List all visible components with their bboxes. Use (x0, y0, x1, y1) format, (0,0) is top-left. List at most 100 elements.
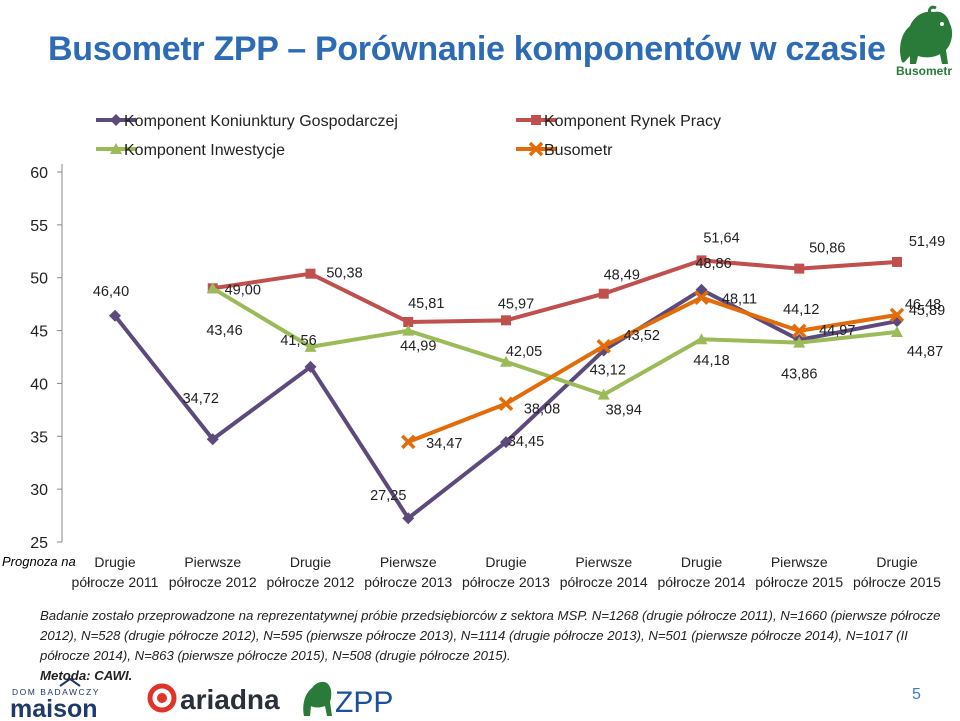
y-tick-label: 45 (30, 324, 48, 341)
data-label: 44,87 (907, 344, 943, 360)
data-label: 46,48 (905, 297, 941, 313)
series-2 (206, 282, 903, 400)
data-label: 48,11 (722, 292, 757, 308)
data-point (792, 323, 807, 339)
note-text: Badanie zostało przeprowadzone na reprez… (40, 608, 941, 663)
x-tick-label: półrocze 2013 (462, 574, 550, 590)
data-label: 44,18 (693, 353, 729, 369)
x-tick-label: Pierwsze (184, 554, 241, 570)
x-tick-label: półrocze 2014 (560, 574, 648, 590)
footer-logos: DOM BADAWCZY maison ariadna ZPP (10, 677, 393, 721)
x-tick-label: Drugie (94, 554, 135, 570)
data-label: 51,64 (703, 230, 739, 246)
data-label: 49,00 (225, 282, 261, 298)
data-point (402, 324, 415, 336)
y-tick-label: 50 (30, 271, 48, 288)
data-point (596, 338, 611, 354)
data-label: 38,08 (524, 402, 560, 418)
y-tick-label: 25 (30, 535, 48, 552)
data-label: 43,52 (624, 328, 660, 344)
data-label: 45,97 (498, 296, 534, 312)
line-chart: Komponent Koniunktury Gospodarczej Kompon… (2, 113, 945, 590)
data-label: 44,12 (783, 302, 819, 318)
data-point (402, 512, 415, 525)
legend-label: Komponent Rynek Pracy (544, 113, 721, 130)
data-label: 48,49 (604, 268, 640, 284)
ariadna-logo: ariadna (147, 683, 280, 715)
x-tick-label: półrocze 2012 (169, 574, 257, 590)
data-label: 50,86 (809, 241, 845, 257)
data-label: 43,12 (590, 362, 626, 378)
data-point (500, 355, 512, 367)
data-point (793, 336, 806, 348)
data-point (598, 288, 609, 299)
note-method: Metoda: CAWI. (40, 668, 133, 683)
data-label: 38,94 (606, 403, 642, 419)
busometr-logo-text: Busometr (895, 64, 952, 78)
page-title: Busometr ZPP – Porównanie komponentów w … (48, 30, 886, 68)
legend-marker (531, 115, 541, 125)
legend-item: Komponent Rynek Pracy (516, 113, 721, 130)
busometr-bison-logo (900, 5, 953, 65)
data-label: 44,97 (819, 323, 855, 339)
data-point (206, 282, 219, 294)
data-point (597, 388, 610, 400)
data-label: 34,72 (183, 391, 219, 407)
data-point (498, 396, 514, 411)
y-tick-label: 40 (30, 376, 48, 393)
x-tick-label: półrocze 2015 (853, 574, 941, 590)
x-tick-label: Drugie (485, 554, 526, 570)
legend-item: Komponent Inwestycje (96, 142, 285, 159)
zpp-logo: ZPP (303, 681, 393, 719)
x-tick-label: Pierwsze (771, 554, 828, 570)
data-point (892, 256, 902, 267)
data-point (696, 255, 707, 266)
data-label: 42,05 (506, 344, 542, 360)
legend-label: Komponent Koniunktury Gospodarczej (124, 113, 398, 130)
data-point (891, 325, 903, 337)
x-tick-label: Drugie (681, 554, 722, 570)
data-point (695, 333, 708, 345)
data-label: 50,38 (326, 266, 362, 282)
series-3 (401, 290, 905, 450)
y-tick-label: 30 (30, 482, 48, 499)
maison-logo: DOM BADAWCZY maison (10, 677, 100, 721)
data-point (401, 434, 416, 450)
legend-marker (528, 141, 544, 157)
maison-logo-top: DOM BADAWCZY (12, 687, 100, 697)
x-tick-label: półrocze 2011 (72, 574, 159, 590)
x-tick-label: półrocze 2012 (267, 574, 355, 590)
x-tick-label: Drugie (290, 554, 331, 570)
forecast-side-label: Prognoza na (2, 554, 76, 569)
zpp-logo-text: ZPP (335, 686, 393, 719)
x-tick-label: półrocze 2015 (755, 574, 843, 590)
series-lines (109, 255, 905, 525)
x-tick-label: Pierwsze (575, 554, 632, 570)
x-tick-label: Drugie (876, 554, 917, 570)
y-axis: 25 30 35 40 45 50 55 60 (30, 164, 63, 552)
data-label: 41,56 (280, 333, 316, 349)
y-tick-label: 55 (30, 218, 48, 235)
data-point (109, 309, 121, 322)
legend-item: Komponent Koniunktury Gospodarczej (96, 113, 398, 130)
data-point (794, 263, 805, 274)
data-label: 45,81 (408, 296, 444, 312)
x-tick-label: Pierwsze (380, 554, 437, 570)
legend-marker (110, 143, 122, 154)
methodology-note: Badanie zostało przeprowadzone na reprez… (40, 606, 945, 686)
data-point (305, 268, 316, 279)
data-label: 27,25 (370, 488, 406, 504)
maison-logo-main: maison (10, 695, 98, 721)
legend-label: Komponent Inwestycje (124, 142, 285, 159)
data-label: 46,40 (93, 284, 129, 300)
data-label: 43,86 (781, 367, 817, 383)
data-point (889, 307, 905, 323)
series-line (211, 286, 898, 397)
chart-legend: Komponent Koniunktury Gospodarczej Kompon… (96, 113, 721, 159)
ariadna-logo-text: ariadna (180, 684, 280, 715)
series-line (212, 258, 898, 325)
data-label: 48,86 (695, 256, 731, 272)
x-axis: Drugie półrocze 2011 Pierwsze półrocze 2012… (72, 554, 942, 590)
data-point (304, 340, 317, 352)
data-label: 45,89 (909, 303, 945, 319)
